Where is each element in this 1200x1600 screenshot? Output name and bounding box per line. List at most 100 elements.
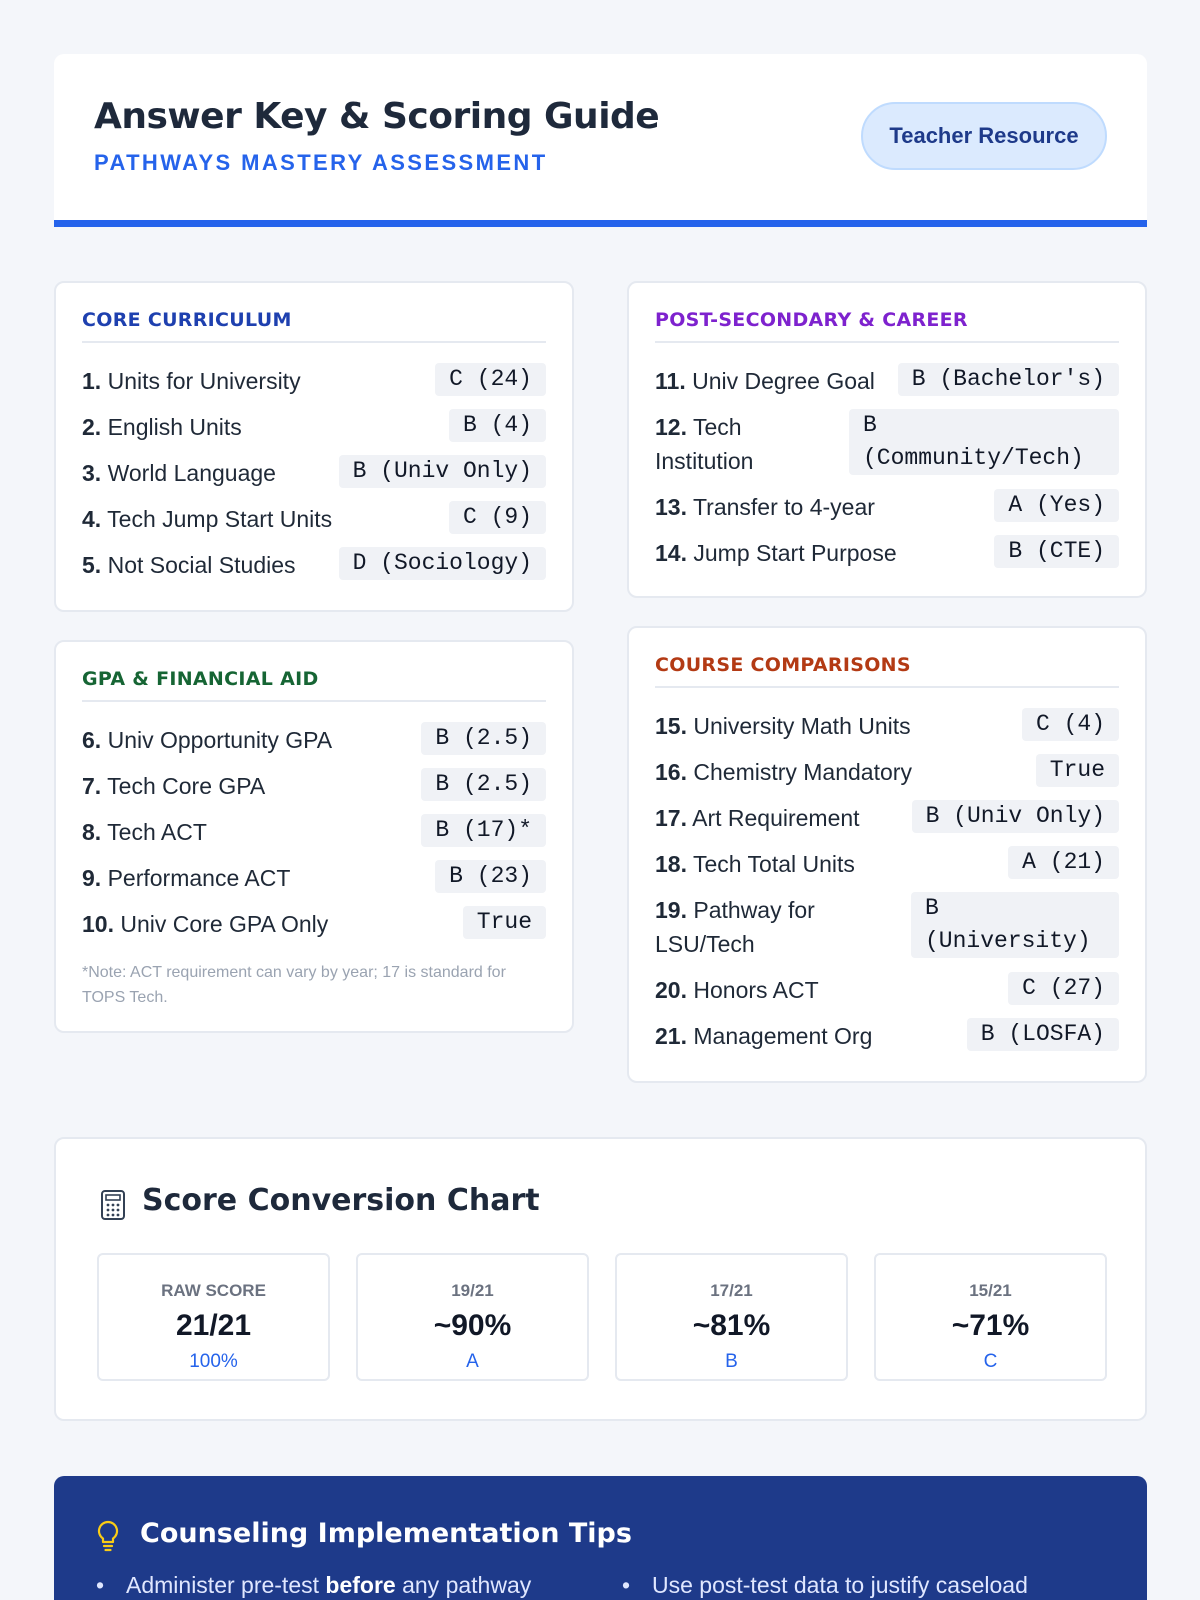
question-number: 5. (82, 552, 102, 578)
question-text: Tech Jump Start Units (107, 506, 333, 532)
answer-badge: B (Bachelor's) (897, 363, 1119, 396)
score-box-grade: A (466, 1351, 479, 1372)
question-row: 3. World Language B (Univ Only) (82, 455, 546, 490)
section-gpa-financial-aid: GPA & FINANCIAL AID 6. Univ Opportunity … (54, 640, 574, 1033)
question-label: 1. Units for University (82, 363, 301, 398)
question-row: 20. Honors ACT C (27) (655, 972, 1119, 1007)
question-text: Tech Total Units (692, 851, 855, 877)
question-row: 1. Units for University C (24) (82, 363, 546, 398)
score-box-grade: C (983, 1351, 998, 1372)
question-text: Tech ACT (107, 819, 207, 845)
answer-badge: C (9) (448, 501, 546, 534)
question-row: 15. University Math Units C (4) (655, 708, 1119, 743)
score-box-value: 21/21 (175, 1309, 252, 1342)
question-number: 6. (82, 727, 102, 753)
answer-badge: True (1035, 754, 1119, 787)
question-label: 4. Tech Jump Start Units (82, 501, 332, 536)
score-conversion-card: Score Conversion Chart RAW SCORE 21/21 1… (54, 1137, 1147, 1421)
score-box-value: ~90% (433, 1309, 512, 1342)
question-row: 19. Pathway for LSU/Tech B (University) (655, 892, 1119, 961)
lightbulb-icon (97, 1520, 119, 1552)
question-row: 18. Tech Total Units A (21) (655, 846, 1119, 881)
score-box-label: 15/21 (969, 1281, 1012, 1300)
question-row: 4. Tech Jump Start Units C (9) (82, 501, 546, 536)
answer-badge: B (2.5) (421, 768, 546, 801)
score-box: RAW SCORE 21/21 100% (97, 1253, 330, 1381)
page-subtitle: PATHWAYS MASTERY ASSESSMENT (94, 150, 548, 175)
answer-badge: True (462, 906, 546, 939)
score-box-label: 17/21 (710, 1281, 753, 1300)
question-number: 16. (655, 759, 687, 785)
section-title: COURSE COMPARISONS (655, 654, 1119, 688)
question-number: 11. (655, 368, 686, 394)
answer-badge: B (Univ Only) (911, 800, 1119, 833)
question-number: 10. (82, 911, 114, 937)
answer-badge: B (Community/Tech) (849, 409, 1119, 475)
question-row: 5. Not Social Studies D (Sociology) (82, 547, 546, 582)
page-header: Answer Key & Scoring Guide PATHWAYS MAST… (54, 54, 1147, 227)
question-text: Transfer to 4-year (692, 494, 875, 520)
question-text: Univ Core GPA Only (120, 911, 329, 937)
section-course-comparisons: COURSE COMPARISONS 15. University Math U… (627, 626, 1147, 1083)
question-label: 20. Honors ACT (655, 972, 819, 1007)
answer-badge: B (17)* (421, 814, 546, 847)
question-row: 9. Performance ACT B (23) (82, 860, 546, 895)
question-text: Chemistry Mandatory (693, 759, 912, 785)
question-text: Performance ACT (107, 865, 291, 891)
act-footnote: *Note: ACT requirement can vary by year;… (82, 964, 506, 1006)
section-title: CORE CURRICULUM (82, 309, 546, 343)
conversion-title: Score Conversion Chart (142, 1183, 540, 1218)
answer-badge: B (2.5) (421, 722, 546, 755)
question-text: Not Social Studies (107, 552, 296, 578)
question-label: 14. Jump Start Purpose (655, 535, 897, 570)
question-text: Art Requirement (692, 805, 860, 831)
answer-badge: B (Univ Only) (338, 455, 546, 488)
question-number: 15. (655, 713, 687, 739)
answer-badge: A (21) (1008, 846, 1119, 879)
question-label: 11. Univ Degree Goal (655, 363, 875, 398)
question-label: 7. Tech Core GPA (82, 768, 265, 803)
question-text: Units for University (107, 368, 301, 394)
question-text: Honors ACT (693, 977, 819, 1003)
answer-badge: B (23) (435, 860, 546, 893)
tips-title: Counseling Implementation Tips (140, 1518, 632, 1549)
question-label: 21. Management Org (655, 1018, 872, 1053)
question-text: Tech Institution (655, 414, 754, 474)
question-text: Management Org (693, 1023, 873, 1049)
question-number: 21. (655, 1023, 687, 1049)
score-box-value: ~71% (951, 1309, 1030, 1342)
question-label: 19. Pathway for LSU/Tech (655, 892, 845, 961)
question-number: 18. (655, 851, 687, 877)
calculator-icon (101, 1190, 125, 1220)
score-box-value: ~81% (692, 1309, 771, 1342)
tip-item: Administer pre-test before any pathway (96, 1572, 532, 1599)
question-row: 17. Art Requirement B (Univ Only) (655, 800, 1119, 835)
question-label: 18. Tech Total Units (655, 846, 855, 881)
score-box-label: RAW SCORE (161, 1281, 266, 1300)
question-text: Tech Core GPA (107, 773, 266, 799)
section-post-secondary-career: POST-SECONDARY & CAREER 11. Univ Degree … (627, 281, 1147, 598)
question-number: 12. (655, 414, 687, 440)
answer-badge: A (Yes) (994, 489, 1119, 522)
tip-text: any pathway (395, 1572, 532, 1598)
section-core-curriculum: CORE CURRICULUM 1. Units for University C… (54, 281, 574, 612)
section-title: GPA & FINANCIAL AID (82, 668, 546, 702)
question-label: 10. Univ Core GPA Only (82, 906, 328, 941)
answer-badge: D (Sociology) (338, 547, 546, 580)
question-row: 13. Transfer to 4-year A (Yes) (655, 489, 1119, 524)
question-number: 7. (82, 773, 102, 799)
question-label: 8. Tech ACT (82, 814, 207, 849)
answer-badge: B (University) (911, 892, 1119, 958)
section-title: POST-SECONDARY & CAREER (655, 309, 1119, 343)
answer-badge: B (LOSFA) (966, 1018, 1119, 1051)
score-box-grade: 100% (189, 1351, 238, 1372)
score-box: 15/21 ~71% C (874, 1253, 1107, 1381)
question-row: 8. Tech ACT B (17)* (82, 814, 546, 849)
question-row: 10. Univ Core GPA Only True (82, 906, 546, 941)
question-label: 15. University Math Units (655, 708, 911, 743)
question-label: 6. Univ Opportunity GPA (82, 722, 332, 757)
question-number: 17. (655, 805, 687, 831)
counseling-tips-panel: Counseling Implementation Tips Administe… (54, 1476, 1147, 1600)
tip-text: Administer pre-test (126, 1572, 326, 1598)
question-number: 19. (655, 897, 687, 923)
